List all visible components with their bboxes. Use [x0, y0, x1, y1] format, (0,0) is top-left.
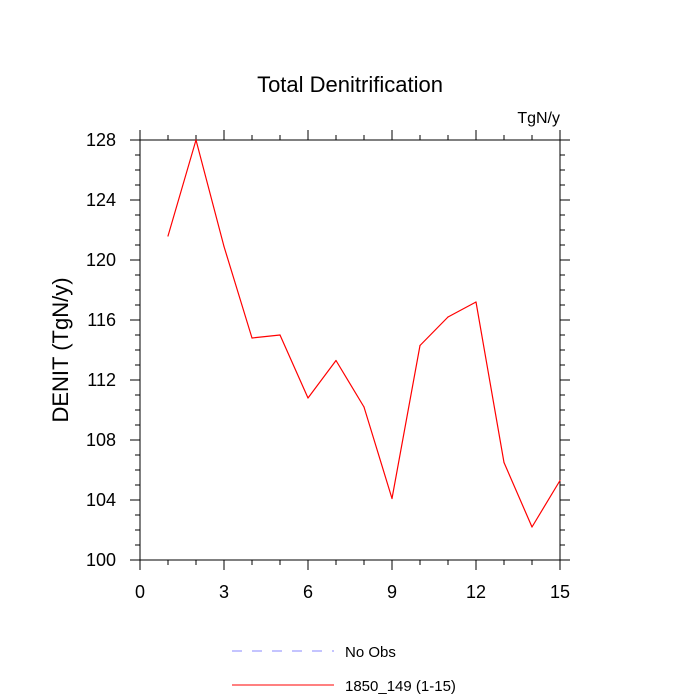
- plot-frame: [139, 139, 561, 561]
- y-tick-label: 100: [86, 550, 116, 570]
- data-point: [167, 235, 169, 237]
- data-point: [503, 461, 505, 464]
- data-point: [307, 397, 309, 399]
- x-tick-label: 9: [387, 582, 397, 602]
- legend-label: No Obs: [345, 644, 396, 661]
- axis-tick-labels: 0 3 6 9 12 15 100 104 108 112 116 120 124 128: [86, 130, 570, 602]
- series-line: [167, 139, 561, 528]
- x-tick-label: 15: [550, 582, 570, 602]
- y-tick-label: 108: [86, 430, 116, 450]
- data-point: [475, 301, 477, 303]
- y-tick-label: 128: [86, 130, 116, 150]
- data-point: [251, 337, 253, 339]
- y-tick-label: 120: [86, 250, 116, 270]
- series-layer: [167, 139, 561, 528]
- data-point: [447, 316, 449, 318]
- y-tick-label: 116: [87, 310, 116, 330]
- y-tick-label: 124: [86, 190, 116, 210]
- y-axis-label: DENIT (TgN/y): [48, 277, 73, 422]
- x-tick-label: 6: [303, 582, 313, 602]
- chart-title: Total Denitrification: [257, 72, 443, 97]
- units-label: TgN/y: [517, 110, 560, 127]
- axis-ticks: [130, 130, 570, 570]
- y-tick-label: 112: [87, 370, 116, 390]
- data-point: [391, 497, 393, 500]
- data-point: [335, 359, 337, 362]
- legend: No Obs 1850_149 (1-15): [232, 644, 456, 695]
- x-tick-label: 3: [219, 582, 229, 602]
- data-point: [195, 139, 197, 141]
- data-point: [363, 406, 365, 408]
- data-point: [559, 479, 561, 482]
- x-tick-label: 12: [466, 582, 486, 602]
- data-point: [279, 334, 281, 336]
- y-tick-label: 104: [86, 490, 116, 510]
- data-point: [223, 245, 225, 248]
- x-tick-label: 0: [135, 582, 145, 602]
- legend-label: 1850_149 (1-15): [345, 678, 456, 695]
- data-point: [419, 344, 421, 347]
- data-point: [531, 526, 533, 528]
